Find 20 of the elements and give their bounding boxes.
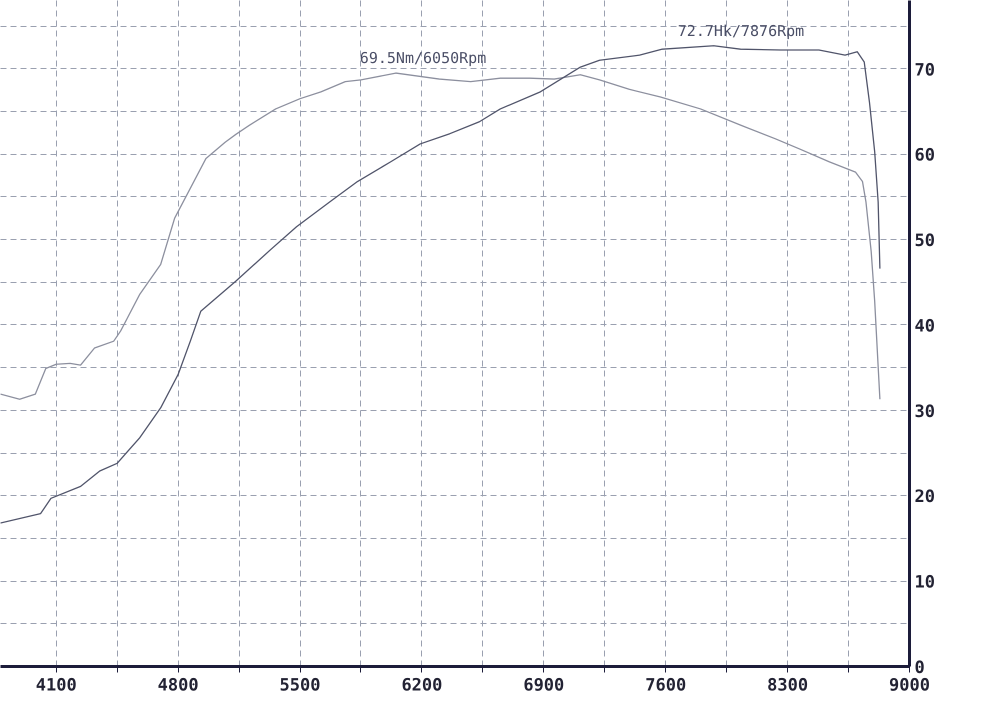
- line-series: [0, 72, 881, 400]
- y-tick-label: 50: [914, 231, 935, 252]
- y-tick-label: 60: [914, 146, 935, 166]
- annotation: 69.5Nm/6050Rpm: [360, 49, 486, 68]
- y-tick-label: 40: [914, 316, 935, 336]
- annotation: 72.7Hk/7876Rpm: [678, 22, 804, 40]
- x-tick-label: 6900: [523, 676, 564, 696]
- x-tick-label: 4800: [158, 676, 199, 696]
- y-tick-label: 30: [914, 402, 935, 422]
- x-tick-label: 7600: [645, 676, 686, 696]
- y-tick-label: 70: [914, 60, 935, 80]
- line-series: [0, 45, 881, 524]
- x-tick-label: 4100: [36, 676, 77, 696]
- x-tick-label: 8300: [767, 676, 808, 696]
- x-tick-label: 6200: [401, 676, 442, 696]
- x-tick-label: 5500: [280, 676, 320, 696]
- y-tick-label: 0: [914, 658, 925, 678]
- y-tick-label: 10: [914, 572, 935, 593]
- y-tick-label: 20: [914, 487, 935, 508]
- x-tick-label: 9000: [889, 676, 930, 696]
